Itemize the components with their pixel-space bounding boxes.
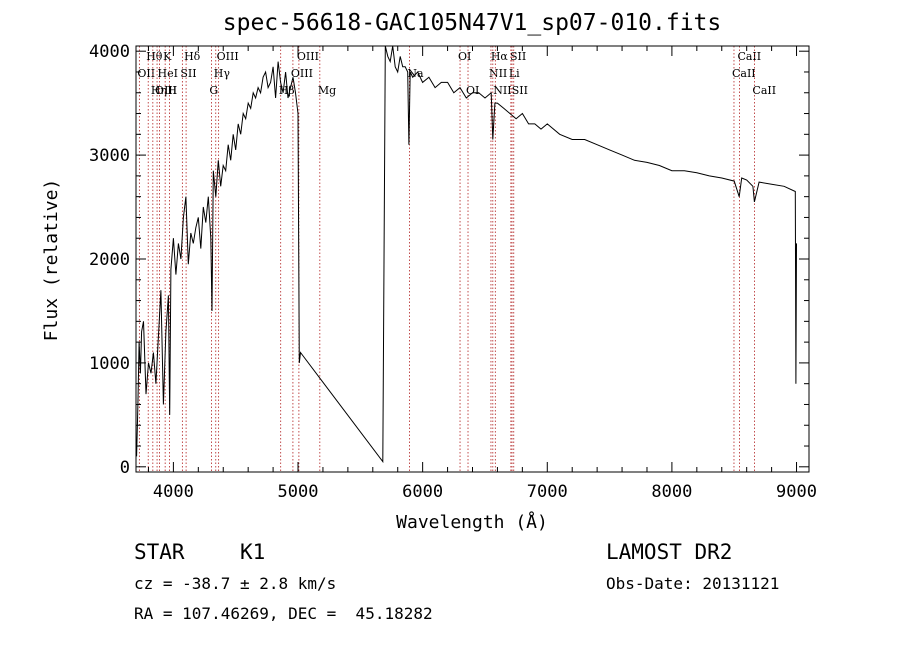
line-marker-label: CaII [752, 84, 776, 97]
redshift-velocity: cz = -38.7 ± 2.8 km/s [134, 574, 337, 593]
plot-frame [135, 45, 810, 473]
survey-name: LAMOST DR2 [606, 540, 733, 564]
line-marker-label: G [209, 84, 218, 97]
line-marker-label: CaII [737, 50, 761, 63]
y-tick-label: 4000 [89, 42, 130, 62]
line-marker-label: CaII [732, 67, 756, 80]
x-tick-label: 6000 [402, 482, 443, 502]
line-marker-label: Hη [151, 84, 167, 97]
object-subclass: K1 [240, 540, 266, 564]
spectrum-series [136, 46, 797, 464]
x-tick-label: 9000 [776, 482, 817, 502]
y-tick-label: 3000 [89, 146, 130, 166]
line-marker-label: OIII [155, 84, 177, 97]
y-tick-label: 1000 [89, 354, 130, 374]
observation-date: Obs-Date: 20131121 [606, 574, 780, 593]
line-marker-label: K [163, 50, 172, 63]
x-tick-label: 5000 [278, 482, 319, 502]
line-marker-label: OI [466, 84, 479, 97]
line-marker-label: Hα [491, 50, 509, 63]
x-axis: 4000 5000 6000 7000 8000 9000 [147, 46, 817, 502]
x-axis-label: Wavelength (Å) [396, 511, 548, 533]
line-marker-label: OIII [291, 67, 313, 80]
object-class: STAR [134, 540, 185, 564]
line-marker-label: OIII [217, 50, 239, 63]
x-tick-label: 7000 [527, 482, 568, 502]
line-marker-label: Li [509, 67, 520, 80]
line-marker-label: OIII [297, 50, 319, 63]
coordinates: RA = 107.46269, DEC = 45.18282 [134, 604, 433, 623]
y-axis-label: Flux (relative) [41, 179, 62, 342]
line-marker-label: SII [510, 50, 526, 63]
line-marker-label: SII [180, 67, 196, 80]
y-tick-label: 2000 [89, 250, 130, 270]
line-marker-label: OI [458, 50, 471, 63]
line-marker-label: Mg [318, 84, 336, 97]
line-marker-label: NII [489, 67, 507, 80]
line-marker-label: SII [512, 84, 528, 97]
y-axis: 0 1000 2000 3000 4000 [89, 42, 809, 478]
line-marker-label: HeI [158, 67, 178, 80]
x-tick-label: 8000 [651, 482, 692, 502]
line-marker-label: Hδ [184, 50, 201, 63]
x-tick-label: 4000 [153, 482, 194, 502]
line-marker-label: Hγ [214, 67, 231, 80]
line-marker-label: Hθ [146, 50, 163, 63]
line-marker-label: NII [493, 84, 511, 97]
line-marker-label: OII [137, 67, 155, 80]
chart-title: spec-56618-GAC105N47V1_sp07-010.fits [223, 10, 722, 36]
line-marker-label: H [167, 84, 177, 97]
spectrum-line [136, 46, 797, 464]
y-tick-label: 0 [120, 458, 130, 478]
